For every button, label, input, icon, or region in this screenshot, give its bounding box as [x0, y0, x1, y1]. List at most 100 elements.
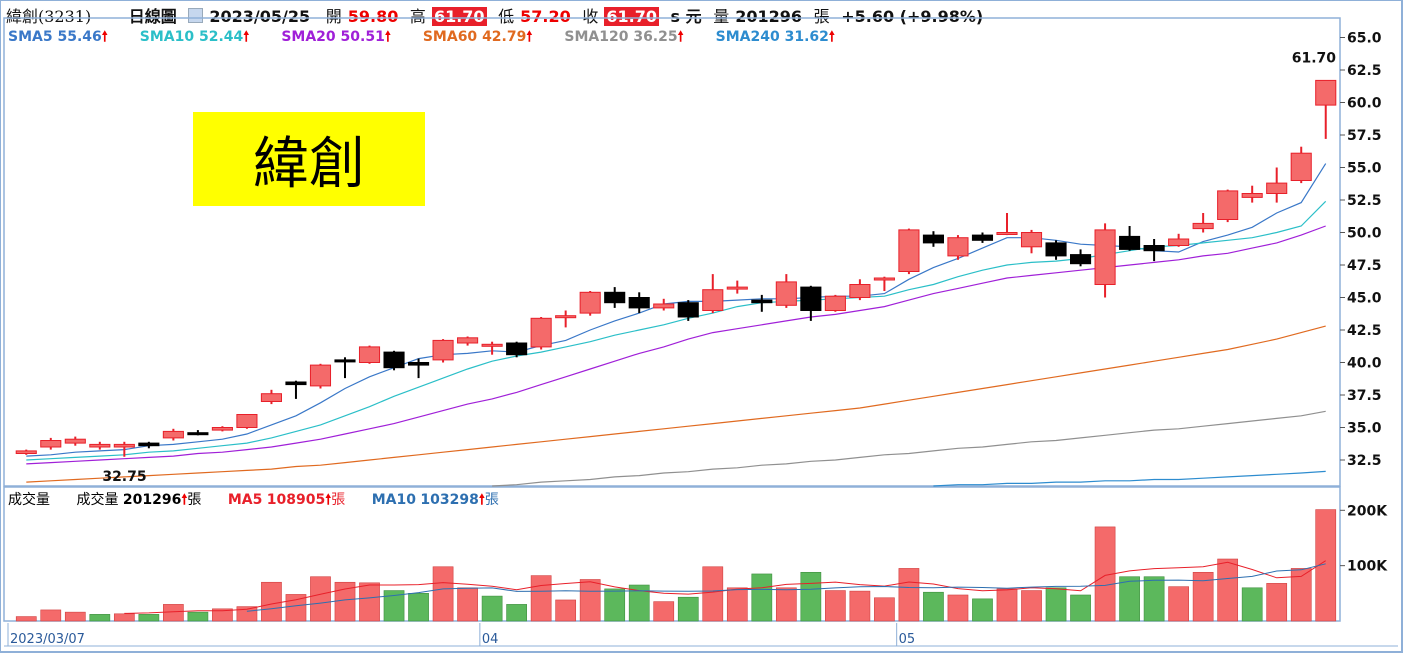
- arrow-up-icon: 🠕: [677, 29, 684, 45]
- price-tick-label: 65.0: [1347, 31, 1382, 47]
- volume-panel-label: 成交量: [8, 492, 50, 508]
- volume-bar: [628, 584, 650, 622]
- volume-bar: [334, 581, 356, 622]
- volume-bar: [849, 590, 871, 622]
- candle-body: [187, 432, 209, 436]
- volume-bar: [751, 573, 773, 622]
- volume-bar: [825, 590, 846, 622]
- volume-bar: [1119, 576, 1140, 622]
- high-value: 61.70: [431, 7, 487, 26]
- candle-body: [334, 359, 356, 363]
- volume-bar: [1045, 587, 1067, 622]
- candle-body: [898, 229, 920, 272]
- volume-bar: [1094, 526, 1116, 622]
- ma5-unit: 張: [331, 492, 346, 508]
- volume-bar: [40, 609, 62, 622]
- sma-value: 52.44: [199, 29, 244, 45]
- candle-body: [383, 351, 405, 369]
- volume-unit: 張: [813, 7, 830, 26]
- price-tick-label: 57.5: [1347, 128, 1382, 144]
- candle-body: [89, 443, 111, 448]
- volume-bar: [1070, 594, 1091, 622]
- arrow-up-icon: 🠕: [101, 29, 108, 45]
- volume-bar: [383, 590, 405, 622]
- ma5-label: MA5: [227, 492, 263, 508]
- period-dropdown-icon[interactable]: [188, 8, 204, 23]
- price-tick-label: 50.0: [1347, 226, 1382, 242]
- volume-bar: [604, 588, 626, 622]
- volume-bar: [113, 613, 135, 622]
- candle-body: [64, 438, 86, 444]
- volume-bar: [89, 614, 111, 622]
- price-tick-label: 55.0: [1347, 161, 1382, 177]
- volume-bar: [261, 581, 282, 622]
- volume-bar: [1241, 587, 1263, 622]
- ma10-legend: MA10 103298🠕張: [372, 492, 499, 508]
- ma10-value: 103298: [420, 492, 479, 508]
- volume-ma-line-ma10: [246, 563, 1326, 612]
- volume-tick-label: 100K: [1347, 559, 1388, 575]
- ma5-value: 108905: [266, 492, 326, 508]
- candle-body: [1266, 182, 1288, 195]
- sma-label: SMA20: [281, 29, 341, 45]
- candle-body: [555, 315, 577, 319]
- volume-bar: [726, 587, 748, 622]
- low-value: 57.20: [520, 7, 571, 26]
- candle-body: [971, 234, 994, 241]
- candle-body: [726, 286, 748, 290]
- candle-body: [408, 362, 430, 366]
- volume-bar: [874, 597, 895, 622]
- quote-date: 2023/05/25: [209, 7, 311, 26]
- volume-bar: [1143, 576, 1165, 622]
- candle-body: [358, 346, 381, 363]
- candle-body: [260, 393, 282, 403]
- candle-body: [506, 342, 528, 356]
- volume-bar: [212, 608, 233, 622]
- ma-line-sma20: [26, 225, 1326, 465]
- price-tick-label: 47.5: [1347, 258, 1382, 274]
- sma-value: 50.51: [340, 29, 385, 45]
- date-label: 04: [482, 632, 499, 647]
- candle-body: [579, 291, 601, 314]
- volume-bar: [702, 566, 724, 622]
- candle-body: [702, 289, 724, 312]
- candle-body: [677, 302, 699, 318]
- date-label: 05: [899, 632, 916, 647]
- candle-body: [457, 337, 479, 344]
- volume-bar: [1192, 571, 1214, 622]
- candle-body: [285, 381, 307, 386]
- candle-body: [1217, 190, 1239, 220]
- sma-label: SMA60: [422, 29, 483, 45]
- candle-body: [873, 277, 895, 281]
- price-tick-label: 32.5: [1347, 453, 1382, 469]
- sma-label: SMA240: [715, 29, 785, 45]
- volume-bar: [800, 571, 822, 622]
- candle-body: [309, 364, 332, 387]
- volume-bar: [236, 606, 258, 622]
- volume-bar: [481, 595, 503, 622]
- price-tick-label: 62.5: [1347, 63, 1382, 79]
- candle-body: [824, 295, 846, 312]
- candle-body: [1094, 229, 1116, 285]
- candle-body: [775, 281, 797, 306]
- sma-legend: SMA5 55.46🠕 SMA10 52.44🠕 SMA20 50.51🠕 SMA60…: [8, 26, 867, 50]
- volume-bar: [1315, 509, 1337, 622]
- candle-body: [653, 303, 675, 309]
- price-tick-label: 40.0: [1347, 356, 1382, 372]
- volume-bar: [1021, 590, 1042, 622]
- volume-bar: [1290, 568, 1312, 622]
- price-annotation: 61.70: [1292, 50, 1337, 66]
- candle-body: [1020, 232, 1043, 248]
- candle-body: [1045, 242, 1067, 257]
- volume-bar: [996, 588, 1018, 622]
- ma10-unit: 張: [484, 492, 499, 508]
- candle-body: [849, 284, 871, 298]
- stock-name: 緯創(3231): [6, 7, 92, 26]
- volume-bar: [1168, 586, 1189, 622]
- period-label: 日線圖: [128, 7, 177, 26]
- arrow-up-icon: 🠕: [828, 29, 835, 45]
- close-label: 收: [582, 7, 599, 26]
- ma-line-sma5: [26, 163, 1327, 457]
